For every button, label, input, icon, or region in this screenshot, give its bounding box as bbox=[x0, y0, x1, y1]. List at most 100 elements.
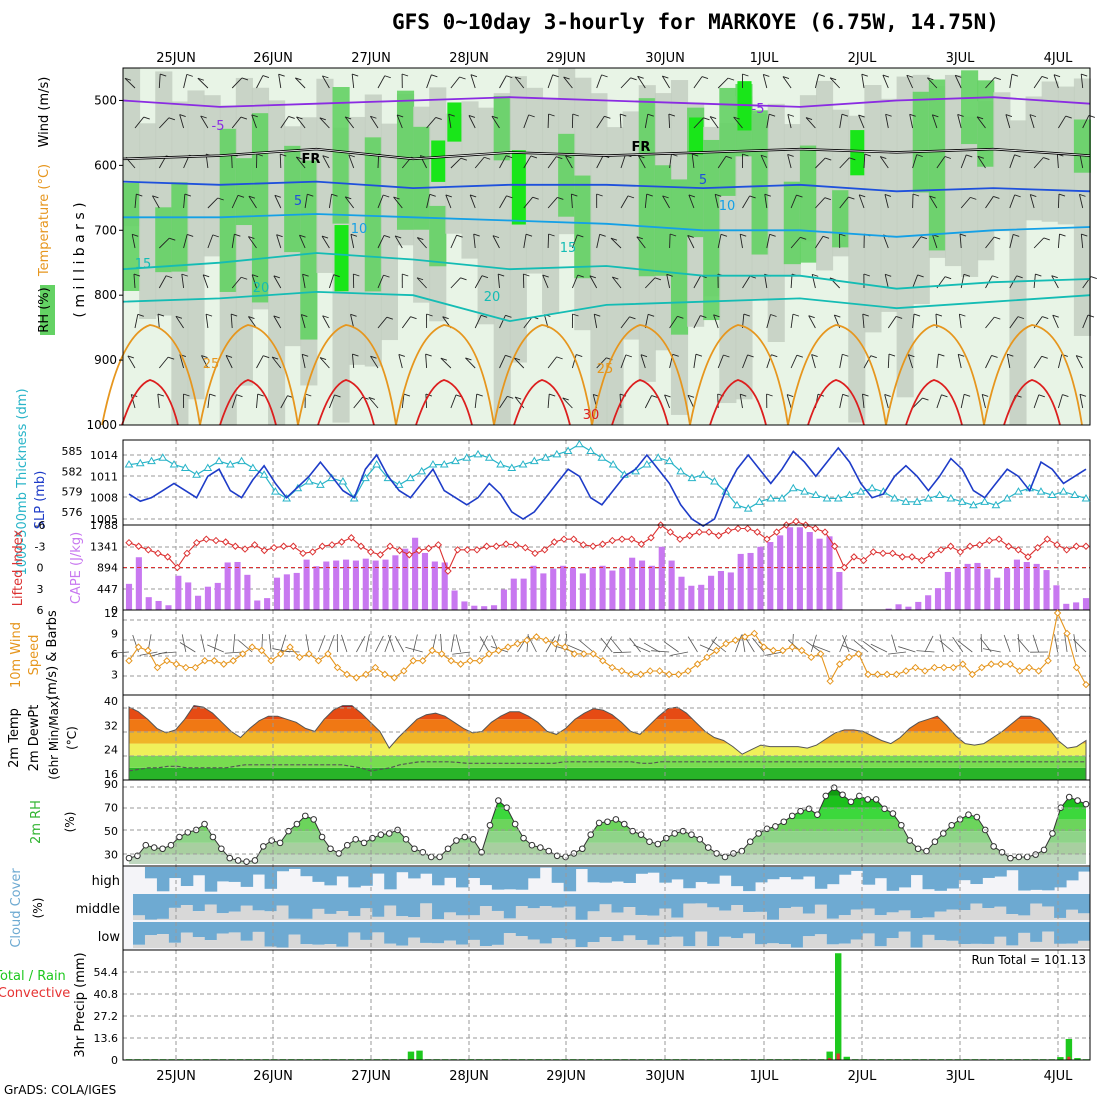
wind-barb-flag bbox=[1081, 233, 1088, 237]
surface-wind-barb bbox=[579, 640, 594, 653]
cape-bar bbox=[254, 600, 261, 610]
lifted-marker bbox=[1024, 553, 1032, 561]
wind-barb-flag bbox=[612, 276, 619, 280]
cloud-bar bbox=[1042, 922, 1055, 932]
cape-bar bbox=[944, 571, 951, 610]
wind-barb-flag bbox=[305, 393, 312, 397]
wind-barb-flag bbox=[276, 234, 283, 238]
cloud-bar bbox=[144, 922, 158, 936]
cape-bar bbox=[352, 560, 359, 610]
rh2m-marker bbox=[654, 840, 662, 848]
date-label-bottom: 2JUL bbox=[848, 1069, 878, 1084]
surface-wind-barb bbox=[670, 651, 689, 656]
wind-barb-flag bbox=[491, 115, 499, 119]
wind-barb bbox=[960, 274, 965, 289]
lifted-marker bbox=[202, 535, 211, 543]
precip-tick-label: 13.6 bbox=[94, 1032, 119, 1045]
cloud-bar bbox=[838, 894, 852, 916]
wind-barb-flag bbox=[431, 74, 438, 78]
cape-bar bbox=[244, 574, 251, 610]
wind-speed-marker bbox=[447, 657, 455, 665]
cloud-bar bbox=[156, 922, 170, 935]
wind-barb bbox=[815, 236, 824, 249]
wind-speed-marker bbox=[409, 657, 417, 665]
cloud-clear bbox=[611, 941, 624, 948]
wind-speed-marker bbox=[911, 663, 920, 672]
wind-barb-flag bbox=[1090, 276, 1097, 280]
cloud-clear bbox=[1030, 941, 1043, 948]
wind-barb bbox=[231, 394, 237, 409]
cloud-bar bbox=[1066, 922, 1079, 944]
rh2m-marker bbox=[285, 827, 292, 835]
cape-bar bbox=[431, 561, 438, 610]
rh-band-bright bbox=[431, 140, 446, 182]
date-label-top: 27JUN bbox=[351, 51, 391, 66]
wind-speed-marker bbox=[570, 650, 579, 658]
wind-barb-flag bbox=[396, 114, 404, 118]
wind-barb bbox=[912, 274, 919, 289]
wind-barb-flag bbox=[271, 356, 279, 360]
rh2m-marker bbox=[730, 850, 737, 857]
wind-barb bbox=[959, 234, 962, 249]
lifted-marker bbox=[415, 546, 423, 555]
ylabel-temp-units: (°C) bbox=[65, 726, 79, 750]
cloud-bar bbox=[384, 922, 397, 944]
surface-wind-barb bbox=[765, 651, 783, 656]
rh2m-marker bbox=[352, 836, 359, 843]
wind-barb bbox=[644, 194, 648, 209]
lifted-marker bbox=[676, 535, 684, 543]
lifted-marker bbox=[618, 535, 626, 543]
wind-barb bbox=[1006, 354, 1011, 369]
wind-barb-flag bbox=[273, 275, 280, 279]
wind-barb bbox=[981, 394, 986, 409]
rh2m-marker bbox=[612, 816, 620, 823]
cloud-bar bbox=[348, 867, 361, 888]
wind-speed-marker bbox=[276, 650, 285, 658]
thickness-marker bbox=[777, 493, 787, 502]
lifted-marker bbox=[569, 535, 578, 543]
wind-barb-flag bbox=[861, 73, 868, 77]
cloud-bar bbox=[982, 867, 995, 878]
cloud-clear bbox=[886, 912, 900, 920]
surface-wind-barb bbox=[853, 640, 869, 653]
cloud-bar bbox=[659, 922, 672, 937]
wind-speed-marker bbox=[362, 670, 370, 679]
rh2m-marker bbox=[461, 833, 469, 841]
cloud-bar bbox=[420, 894, 433, 904]
lifted-marker bbox=[927, 551, 936, 559]
wind-barb-flag bbox=[963, 393, 971, 397]
cloud-bar bbox=[611, 894, 624, 913]
cloud-clear bbox=[587, 942, 601, 948]
surface-wind-barb bbox=[450, 634, 455, 653]
wind-barb bbox=[596, 234, 601, 249]
surface-wind-barb bbox=[602, 636, 613, 653]
wind-barb bbox=[610, 237, 622, 249]
rh-band-mid bbox=[767, 103, 785, 342]
cape-bar bbox=[885, 608, 892, 610]
surface-wind-barb bbox=[752, 637, 765, 653]
cloud-clear bbox=[264, 946, 278, 948]
wind-barb bbox=[1009, 154, 1015, 169]
cape-bar bbox=[342, 559, 350, 610]
wind-barb bbox=[300, 314, 306, 329]
wind-barb-flag bbox=[1079, 193, 1086, 197]
cape-bar bbox=[273, 577, 281, 610]
contour-label: FR bbox=[302, 152, 321, 167]
ylabel-cloud-units: (%) bbox=[31, 898, 45, 919]
rh2m-marker bbox=[436, 853, 443, 861]
wind-barb-flag bbox=[322, 75, 329, 79]
rh2m-marker bbox=[495, 797, 502, 804]
cloud-clear bbox=[1006, 914, 1019, 920]
wind-speed-marker bbox=[333, 663, 342, 672]
cape-bar bbox=[638, 560, 646, 610]
cloud-bar bbox=[743, 922, 756, 934]
cloud-clear bbox=[802, 936, 816, 948]
wind-barb bbox=[1033, 237, 1045, 249]
cape-bar bbox=[757, 546, 764, 610]
cloud-bar bbox=[204, 922, 218, 941]
surface-wind-barb bbox=[1064, 634, 1068, 653]
wind-barb-flag bbox=[288, 115, 295, 119]
wind-barb-flag bbox=[577, 234, 584, 238]
